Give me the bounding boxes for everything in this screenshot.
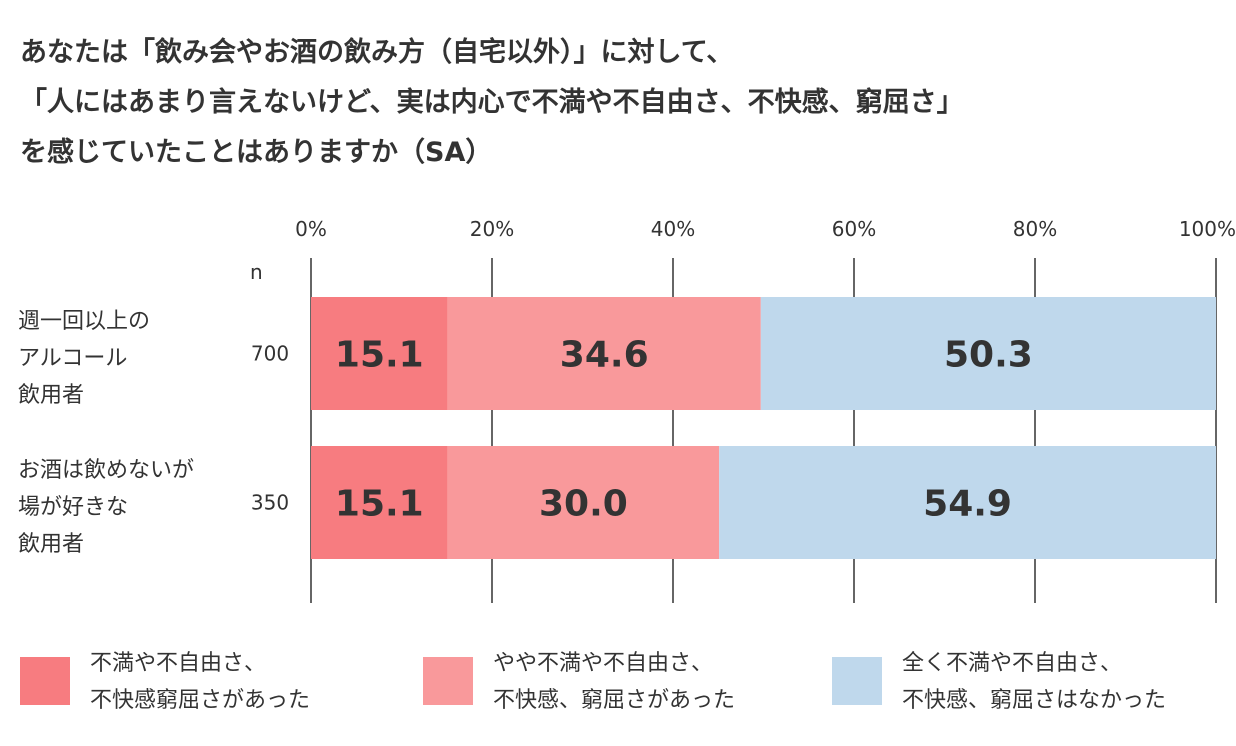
category-label-non-drinkers: お酒は飲めないが 場が好きな 飲用者 [18, 458, 195, 557]
legend-swatch-dissatisfied [20, 657, 70, 705]
x-tick-label: 60% [832, 217, 876, 241]
x-tick-label: 40% [651, 217, 695, 241]
bar-segment [447, 297, 761, 410]
legend-item-somewhat-dissatisfied: やや不満や不自由さ、 不快感、窮屈さがあった [423, 645, 813, 725]
x-tick-label: 80% [1013, 217, 1057, 241]
n-value: 700 [251, 342, 289, 366]
title-line-3: を感じていたことはありますか（SA） [20, 137, 493, 168]
n-header: n [250, 260, 263, 284]
bar-segment [311, 297, 448, 410]
bar-segment [719, 446, 1216, 559]
x-tick-label: 100% [1179, 217, 1236, 241]
n-value: 350 [251, 491, 289, 515]
title-line-1: あなたは「飲み会やお酒の飲み方（自宅以外）」に対して、 [20, 37, 734, 68]
legend-swatch-not-dissatisfied [832, 657, 882, 705]
title-line-2: 「人にはあまり言えないけど、実は内心で不満や不自由さ、不快感、窮屈さ」 [20, 87, 964, 118]
data-label: 15.1 [335, 484, 424, 525]
bar-segment [311, 446, 448, 559]
chart-title: あなたは「飲み会やお酒の飲み方（自宅以外）」に対して、 「人にはあまり言えないけ… [20, 28, 1210, 178]
legend-label-somewhat-dissatisfied: やや不満や不自由さ、 不快感、窮屈さがあった [493, 651, 736, 713]
x-tick-label: 0% [295, 217, 327, 241]
bar-segment [447, 446, 720, 559]
legend-item-dissatisfied: 不満や不自由さ、 不快感窮屈さがあった [20, 645, 400, 725]
legend-item-not-dissatisfied: 全く不満や不自由さ、 不快感、窮屈さはなかった [832, 645, 1232, 725]
legend-swatch-somewhat-dissatisfied [423, 657, 473, 705]
category-label-weekly-drinkers: 週一回以上の アルコール 飲用者 [18, 309, 151, 408]
legend-label-dissatisfied: 不満や不自由さ、 不快感窮屈さがあった [90, 651, 311, 713]
bar-segment [760, 297, 1216, 410]
data-label: 15.1 [335, 335, 424, 376]
data-label: 50.3 [944, 335, 1033, 376]
x-tick-label: 20% [470, 217, 514, 241]
data-label: 54.9 [923, 484, 1012, 525]
data-label: 34.6 [560, 335, 649, 376]
legend-label-not-dissatisfied: 全く不満や不自由さ、 不快感、窮屈さはなかった [902, 651, 1167, 713]
data-label: 30.0 [539, 484, 628, 525]
